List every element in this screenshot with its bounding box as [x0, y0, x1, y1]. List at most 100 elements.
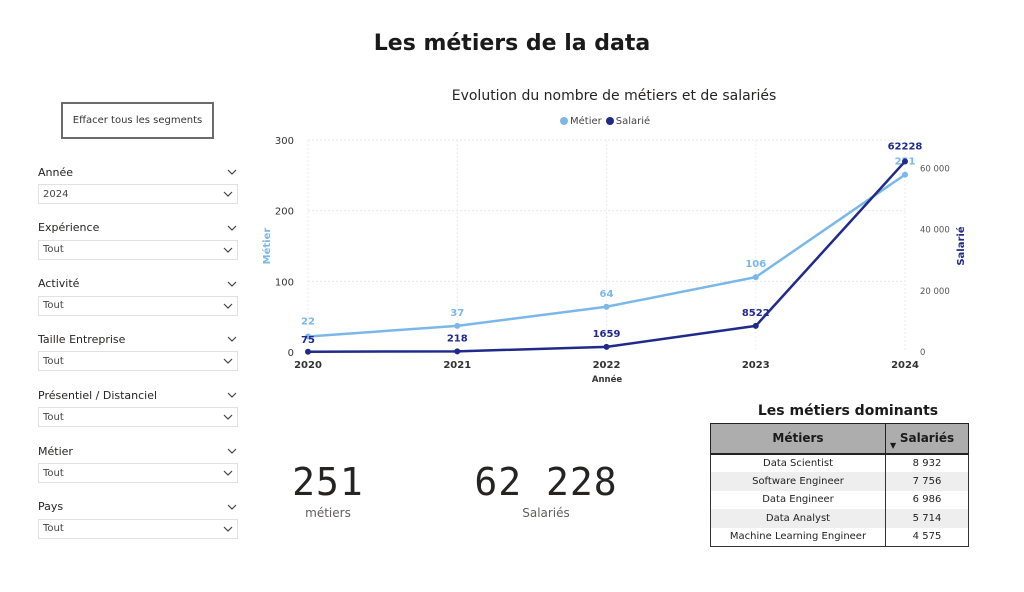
slicer-5: Métier Tout — [38, 442, 238, 483]
slicer-header[interactable]: Activité — [38, 275, 238, 293]
slicer-header[interactable]: Métier — [38, 442, 238, 460]
data-point — [603, 303, 610, 310]
data-label: 37 — [450, 308, 464, 319]
column-header-salaries[interactable]: Salariés ▼ — [885, 423, 969, 454]
page-title: Les métiers de la data — [373, 31, 651, 56]
chevron-down-icon — [222, 523, 234, 535]
table-row[interactable]: Data Analyst 5 714 — [710, 509, 969, 528]
slicer-6: Pays Tout — [38, 498, 238, 539]
x-tick-label: 2022 — [593, 360, 621, 371]
slicer-header[interactable]: Pays — [38, 498, 238, 516]
chevron-down-icon — [222, 411, 234, 423]
slicer-4: Présentiel / Distanciel Tout — [38, 386, 238, 428]
legend-entry-metier[interactable]: Métier — [560, 116, 602, 127]
y-axis-label: Métier — [261, 228, 273, 265]
table-row[interactable]: Data Engineer 6 986 — [710, 490, 969, 509]
table-header-row: Métiers Salariés ▼ — [710, 423, 969, 454]
legend-label-metier: Métier — [570, 115, 602, 127]
column-header-salaries-label: Salariés — [899, 431, 955, 446]
x-tick-label: 2024 — [891, 360, 919, 371]
data-label: 106 — [745, 259, 766, 270]
x-tick-label: 2023 — [742, 360, 770, 371]
x-axis-label: Année — [592, 374, 622, 385]
y-tick-label: 200 — [275, 207, 294, 218]
table-row[interactable]: Machine Learning Engineer 4 575 — [710, 527, 969, 547]
kpi-metiers-label: métiers — [305, 506, 351, 520]
slicer-header[interactable]: Année — [38, 163, 238, 181]
data-label: 22 — [301, 316, 315, 327]
slicer-dropdown[interactable]: Tout — [38, 407, 238, 428]
data-label: 62228 — [888, 141, 923, 152]
kpi-salaries-card: 62 228 Salariés — [466, 460, 626, 520]
x-tick-label: 2020 — [294, 360, 322, 371]
data-label: 1659 — [593, 329, 621, 340]
slicer-label: Présentiel / Distanciel — [38, 388, 158, 402]
chevron-down-icon — [222, 355, 234, 367]
kpi-salaries-label: Salariés — [522, 506, 570, 520]
cell-metier: Software Engineer — [710, 472, 886, 491]
column-header-metiers[interactable]: Métiers — [710, 423, 886, 454]
chevron-down-icon[interactable] — [226, 278, 238, 290]
chevron-down-icon[interactable] — [226, 445, 238, 457]
slicer-3: Taille Entreprise Tout — [38, 330, 238, 372]
slicer-dropdown[interactable]: 2024 — [38, 184, 238, 204]
slicer-dropdown[interactable]: Tout — [38, 351, 238, 372]
y2-tick-label: 20 000 — [920, 287, 950, 297]
dominant-jobs-table: Métiers Salariés ▼ Data Scientist 8 932 So… — [710, 423, 969, 547]
data-point — [752, 322, 759, 329]
slicer-header[interactable]: Taille Entreprise — [38, 330, 238, 348]
slicer-header[interactable]: Expérience — [38, 219, 238, 237]
legend-entry-salarie[interactable]: Salarié — [605, 115, 651, 127]
slicer-selected-value: Tout — [43, 355, 64, 367]
y2-axis-label: Salarié — [955, 226, 967, 265]
line-chart[interactable]: 0 100 200 300 0 20 000 40 000 60 000 2020 2021 202… — [0, 0, 1024, 400]
table-row[interactable]: Data Scientist 8 932 — [710, 452, 969, 472]
data-point — [752, 274, 759, 281]
y2-tick-label: 60 000 — [920, 164, 950, 174]
table-title: Les métiers dominants — [757, 403, 939, 419]
chevron-down-icon[interactable] — [226, 333, 238, 345]
chevron-down-icon[interactable] — [226, 389, 238, 401]
chevron-down-icon[interactable] — [226, 222, 238, 234]
cell-metier: Data Scientist — [710, 452, 886, 472]
y-tick-label: 0 — [288, 348, 294, 359]
slicer-selected-value: Tout — [43, 300, 64, 312]
slicer-selected-value: 2024 — [43, 188, 69, 200]
clear-all-segments-button[interactable]: Effacer tous les segments — [61, 102, 214, 139]
chevron-down-icon — [222, 244, 234, 256]
slicer-dropdown[interactable]: Tout — [38, 239, 238, 260]
cell-metier: Data Engineer — [710, 490, 886, 509]
slicer-label: Expérience — [38, 221, 100, 235]
kpi-salaries-value: 62 228 — [474, 460, 618, 504]
data-point — [902, 158, 908, 165]
cell-salaries: 6 986 — [885, 490, 969, 509]
legend-marker-metier — [560, 117, 568, 125]
chevron-down-icon[interactable] — [226, 501, 238, 513]
slicer-dropdown[interactable]: Tout — [38, 463, 238, 483]
slicer-label: Taille Entreprise — [38, 332, 126, 346]
kpi-metiers-value: 251 — [292, 460, 364, 504]
y-tick-label: 100 — [275, 277, 294, 288]
sort-descending-icon: ▼ — [890, 440, 897, 450]
slicer-label: Année — [38, 165, 74, 179]
y2-tick-label: 40 000 — [920, 226, 950, 236]
slicer-selected-value: Tout — [43, 467, 64, 479]
legend-label-salarie: Salarié — [615, 115, 651, 127]
data-point — [454, 322, 461, 329]
slicer-header[interactable]: Présentiel / Distanciel — [38, 386, 238, 404]
legend-marker-salarie — [605, 117, 614, 125]
slicer-dropdown[interactable]: Tout — [38, 518, 238, 539]
table-row[interactable]: Software Engineer 7 756 — [710, 472, 969, 491]
chevron-down-icon — [222, 300, 234, 312]
slicer-label: Pays — [38, 500, 64, 514]
cell-metier: Machine Learning Engineer — [710, 527, 886, 547]
chevron-down-icon[interactable] — [226, 166, 238, 178]
chart-title: Evolution du nombre de métiers et de sal… — [451, 88, 777, 104]
slicer-dropdown[interactable]: Tout — [38, 295, 238, 316]
x-tick-label: 2021 — [443, 360, 471, 371]
slicer-label: Activité — [38, 277, 80, 291]
slicer-selected-value: Tout — [43, 411, 64, 423]
cell-salaries: 4 575 — [885, 527, 969, 547]
data-point — [454, 348, 461, 355]
slicer-0: Année 2024 — [38, 163, 238, 204]
